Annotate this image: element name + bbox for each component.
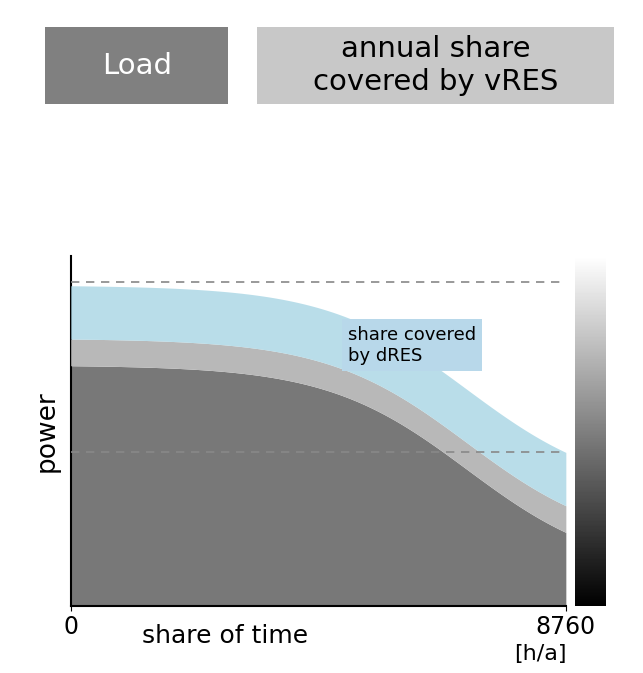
Text: [h/a]: [h/a] [514, 644, 566, 664]
Text: share covered
by dRES: share covered by dRES [348, 326, 476, 365]
Text: share of time: share of time [142, 624, 308, 648]
Text: Load: Load [102, 52, 172, 79]
Text: annual share
covered by vRES: annual share covered by vRES [313, 36, 558, 96]
Y-axis label: power: power [33, 390, 60, 472]
